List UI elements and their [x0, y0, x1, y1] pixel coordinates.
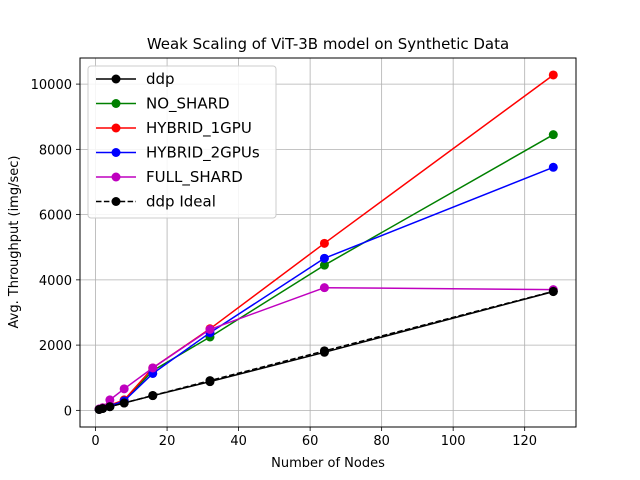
data-point-ddp-ideal — [119, 398, 129, 408]
data-point-hybrid-1gpu — [548, 70, 558, 80]
data-point-hybrid-2gpus — [548, 162, 558, 172]
legend-marker — [111, 99, 121, 108]
data-point-full-shard — [319, 283, 329, 293]
data-point-full-shard — [105, 395, 115, 405]
legend-marker — [111, 197, 121, 206]
legend: ddp NO_SHARD HYBRID_1GPU HYBRID_2GPUs FULL_S… — [87, 65, 277, 219]
legend-label: HYBRID_1GPU — [146, 119, 252, 138]
legend-marker — [111, 123, 121, 133]
x-tick-label: 20 — [159, 434, 176, 449]
y-tick-label: 0 — [64, 404, 72, 419]
data-point-hybrid-1gpu — [319, 238, 329, 248]
data-point-ddp-ideal — [205, 376, 215, 386]
y-tick-label: 8000 — [39, 143, 72, 158]
legend-marker — [111, 148, 121, 157]
x-tick-label: 0 — [91, 434, 99, 449]
legend-marker — [111, 172, 121, 182]
y-axis-label: Avg. Throughput (img/sec) — [7, 156, 22, 329]
x-tick-label: 80 — [373, 434, 390, 449]
legend-entry-full-shard: FULL_SHARD — [96, 168, 243, 187]
legend-entry-hybrid-2gpus: HYBRID_2GPUs — [96, 144, 260, 163]
legend-label: ddp Ideal — [146, 193, 216, 211]
x-axis-label: Number of Nodes — [271, 456, 385, 471]
data-point-ddp-ideal — [148, 390, 158, 400]
series-ddp-ideal — [94, 286, 558, 414]
x-tick-label: 60 — [302, 434, 319, 449]
y-tick-label: 10000 — [31, 78, 72, 93]
legend-label: NO_SHARD — [146, 95, 230, 114]
plot-frame — [79, 57, 577, 428]
y-tick-label: 4000 — [39, 274, 72, 289]
chart-title: Weak Scaling of ViT-3B model on Syntheti… — [147, 35, 509, 53]
series-layer — [94, 70, 558, 414]
data-point-hybrid-2gpus — [319, 253, 329, 263]
x-tick-label: 120 — [512, 434, 537, 449]
data-point-full-shard — [205, 324, 215, 334]
data-point-ddp-ideal — [98, 404, 108, 414]
legend-marker — [111, 74, 121, 84]
x-tick-label: 40 — [230, 434, 247, 449]
data-point-no-shard — [319, 260, 329, 270]
x-tick-label: 100 — [441, 434, 466, 449]
data-point-full-shard — [119, 384, 129, 394]
legend-label: HYBRID_2GPUs — [146, 144, 260, 163]
ticks: 0 20 40 60 80 100 120 0 2000 4000 6000 8000 10000 — [31, 78, 537, 449]
data-point-ddp-ideal — [319, 346, 329, 356]
data-point-full-shard — [148, 363, 158, 373]
legend-entry-hybrid-1gpu: HYBRID_1GPU — [96, 119, 252, 138]
y-tick-label: 2000 — [39, 339, 72, 354]
legend-label: FULL_SHARD — [146, 168, 243, 187]
legend-entry-ddp: ddp — [96, 70, 175, 88]
data-point-ddp-ideal — [548, 286, 558, 296]
legend-entry-ddp-ideal: ddp Ideal — [96, 193, 216, 211]
y-tick-label: 6000 — [39, 209, 72, 224]
data-point-ddp-ideal — [105, 402, 115, 412]
data-point-no-shard — [548, 130, 558, 140]
legend-label: ddp — [146, 70, 175, 88]
legend-entry-no-shard: NO_SHARD — [96, 95, 230, 114]
